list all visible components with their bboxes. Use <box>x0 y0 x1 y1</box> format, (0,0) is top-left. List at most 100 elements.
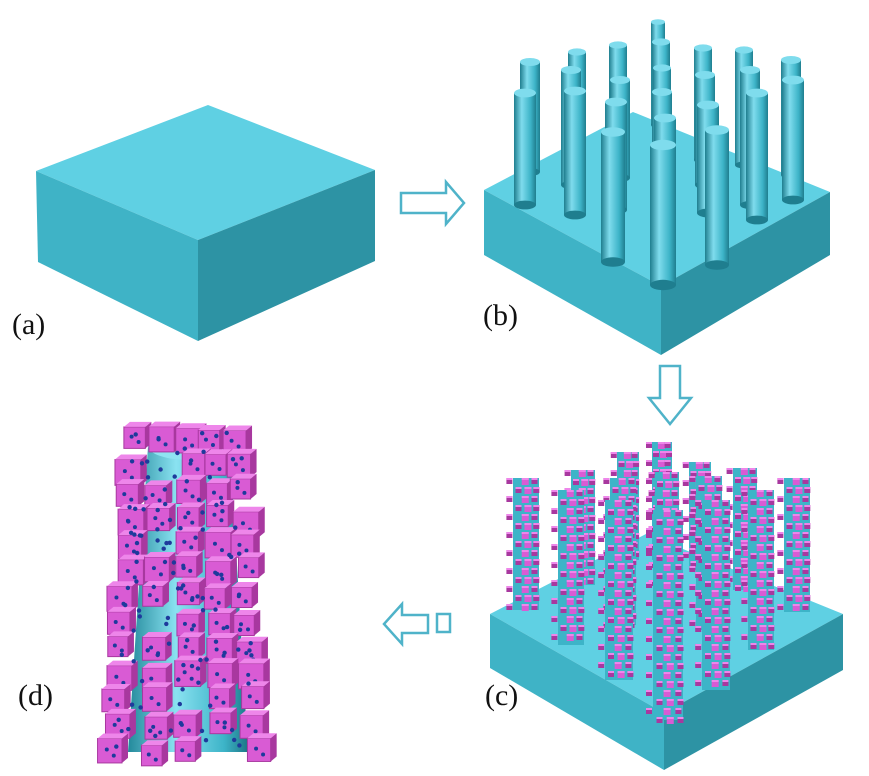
nanoparticle <box>214 433 219 439</box>
panel-d: (d) <box>18 421 277 767</box>
nanocube <box>229 473 257 500</box>
nanoparticle <box>133 506 138 511</box>
nanoparticle <box>126 519 131 524</box>
nanoparticle <box>168 728 174 733</box>
decorated-rod <box>741 490 775 650</box>
decorated-rod <box>777 478 811 612</box>
nanoparticle <box>155 652 160 658</box>
nanocube <box>144 711 174 740</box>
nanocube <box>233 610 261 637</box>
nanocube <box>176 502 206 530</box>
nanoparticle <box>224 624 230 630</box>
nanocube <box>205 556 237 588</box>
nanoparticle <box>128 530 134 535</box>
nanoparticle <box>143 496 148 501</box>
nanoparticle <box>116 717 121 722</box>
nanorod <box>705 125 729 270</box>
nanocube <box>175 551 203 578</box>
nanoparticle <box>129 702 135 707</box>
decorated-rod <box>598 500 634 680</box>
nanoparticle <box>155 538 160 543</box>
nanocube <box>140 740 169 767</box>
nanoparticle <box>175 450 180 456</box>
nanocube <box>115 479 145 507</box>
nanoparticle <box>177 701 182 707</box>
nanoparticle <box>167 540 172 545</box>
nanoparticle <box>139 461 145 466</box>
nanoparticle <box>235 480 240 485</box>
nanorod <box>782 75 804 205</box>
decorated-rod-array <box>506 442 811 724</box>
nanoparticle <box>204 657 209 662</box>
nanocube <box>226 448 257 478</box>
nanoparticle <box>176 677 181 682</box>
nanorod <box>601 127 625 267</box>
nanoparticle <box>196 497 202 502</box>
nanoparticle <box>191 623 196 628</box>
nanoparticle <box>139 678 145 684</box>
nanocube <box>203 583 232 610</box>
decorated-rod <box>646 510 684 724</box>
nanocube <box>142 682 173 712</box>
nanocube <box>146 502 176 532</box>
nanocube <box>177 632 205 659</box>
nanoparticle <box>182 446 187 451</box>
nanoparticle <box>237 551 242 556</box>
nanoparticle <box>114 744 119 749</box>
nanoparticle <box>222 650 227 655</box>
nanoparticle <box>237 627 243 632</box>
nanoparticle <box>145 475 151 480</box>
nanocube-decoration <box>97 421 277 767</box>
nanocube <box>173 709 203 738</box>
nanoparticle <box>156 437 161 442</box>
nanocube <box>107 631 134 658</box>
nanoparticle <box>181 662 186 668</box>
nanoparticle <box>153 733 158 739</box>
nanoparticle <box>236 592 242 597</box>
nanocube <box>101 683 131 713</box>
nanoparticle <box>237 743 242 748</box>
nanocube <box>142 580 169 607</box>
nanoparticle <box>127 505 132 510</box>
label-d: (d) <box>18 679 53 712</box>
nanoparticle <box>236 647 241 652</box>
nanoparticle <box>181 565 186 571</box>
nanoparticle <box>131 628 136 633</box>
nanoparticle <box>145 459 150 464</box>
nanoparticle <box>164 621 169 627</box>
nanorod <box>746 88 768 225</box>
nanorod <box>564 86 586 220</box>
nanoparticle <box>186 510 191 516</box>
nanoparticle <box>136 608 142 613</box>
nanoparticle <box>125 585 131 591</box>
nanoparticle <box>208 703 213 708</box>
nanocube <box>175 526 205 555</box>
nanoparticle <box>148 728 153 733</box>
nanoparticle <box>200 608 206 613</box>
nanoparticle <box>135 550 140 556</box>
nanoparticle <box>185 638 190 643</box>
nanoparticle <box>233 525 238 530</box>
nanoparticle <box>162 487 167 492</box>
nanoparticle <box>155 507 160 513</box>
nanoparticle <box>163 501 168 507</box>
nanoparticle <box>141 507 146 512</box>
nanocube <box>144 480 173 508</box>
nanocube <box>144 552 176 583</box>
nanoparticle <box>132 532 137 537</box>
nanocube <box>246 733 277 762</box>
nanoparticle <box>247 648 252 653</box>
nanoparticle <box>189 663 195 669</box>
nanoparticle <box>195 666 201 671</box>
nanoparticle <box>229 554 234 560</box>
nanocube <box>174 736 202 762</box>
nanoparticle <box>213 639 219 644</box>
nanocube <box>207 658 239 689</box>
nanoparticle <box>164 540 169 546</box>
nanoparticle <box>165 615 171 621</box>
nanoparticle <box>189 597 195 602</box>
down-arrow-icon <box>646 364 694 426</box>
nanoparticle <box>201 449 206 454</box>
nanocube <box>197 424 226 452</box>
